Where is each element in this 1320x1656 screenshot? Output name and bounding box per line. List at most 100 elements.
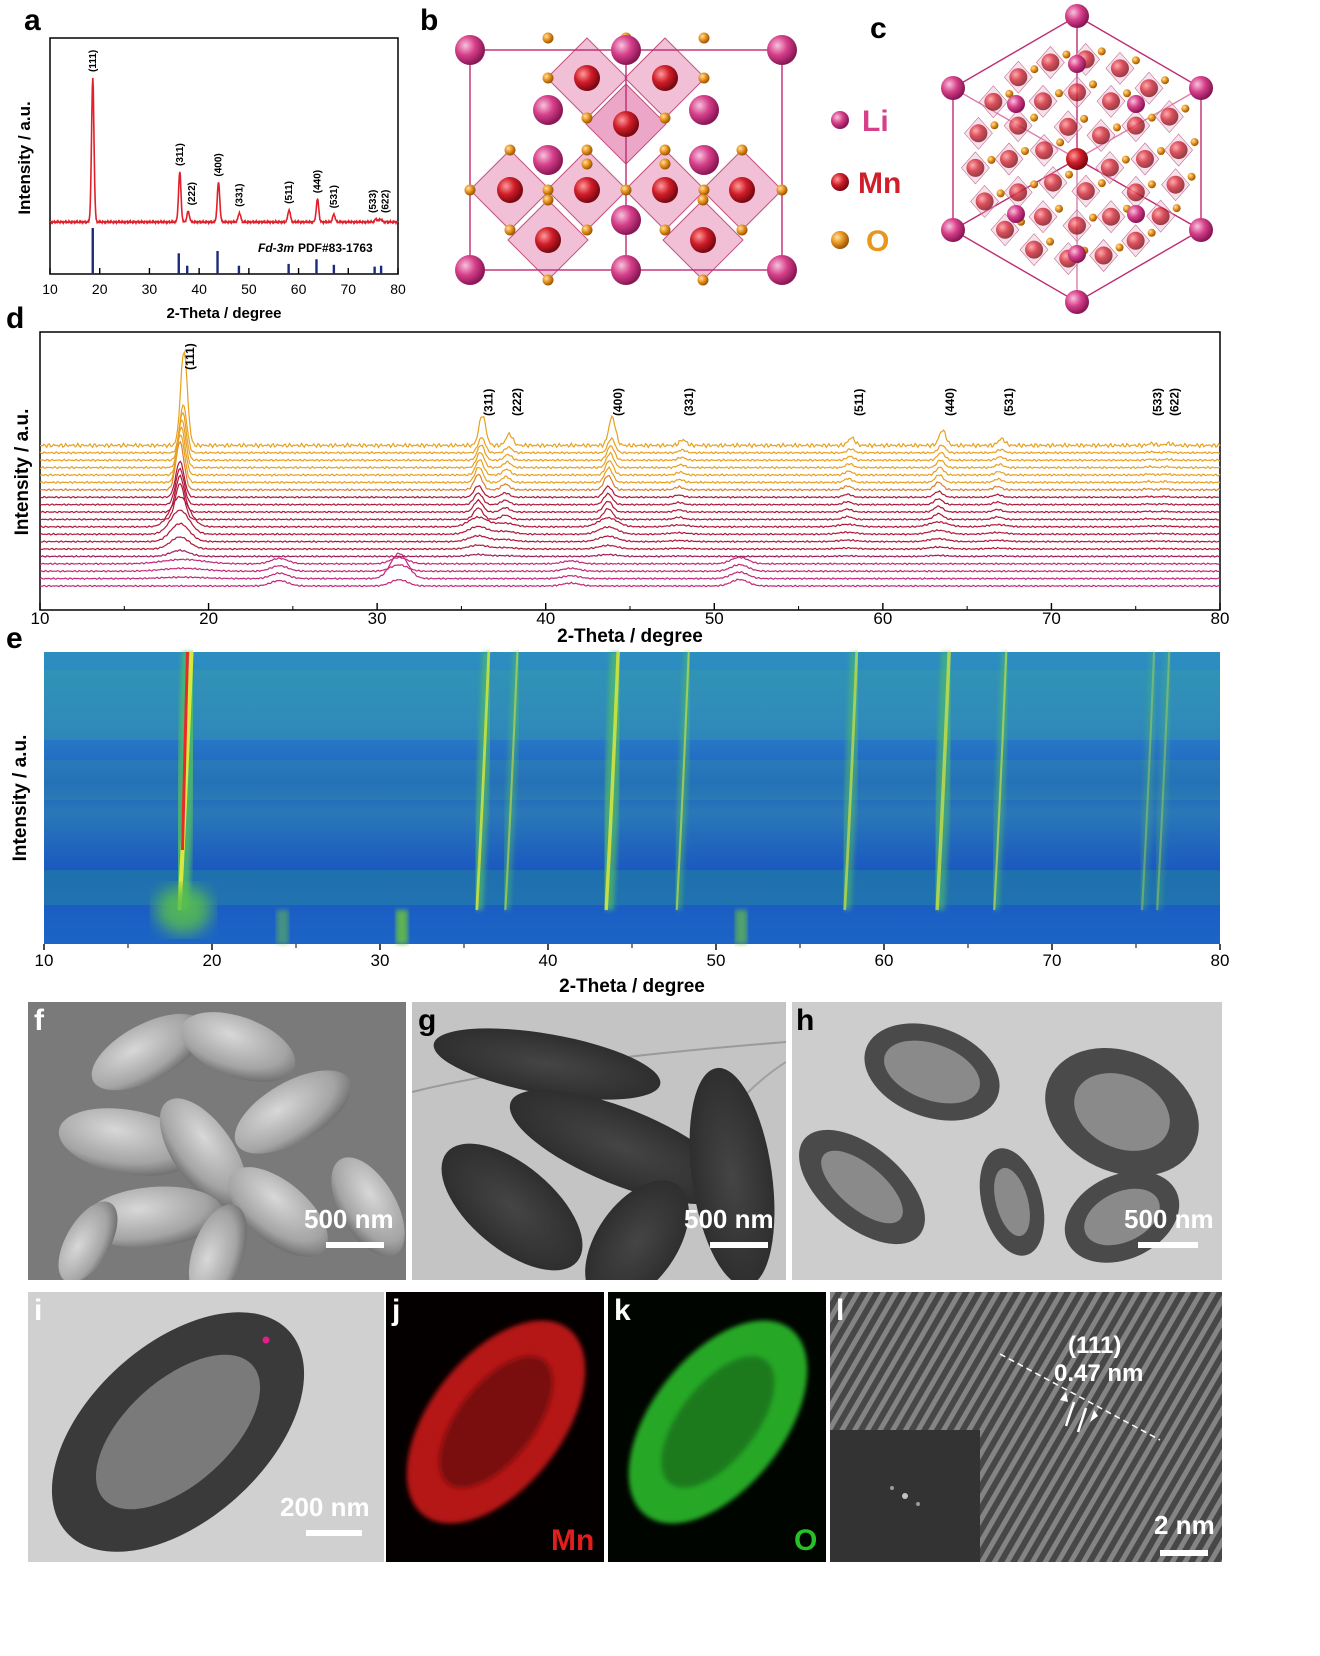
- heatmap-spot: [276, 910, 289, 944]
- o-atom: [698, 184, 710, 196]
- panel-label-c: c: [870, 12, 887, 45]
- x-axis-label-e: 2-Theta / degree: [559, 976, 705, 997]
- x-tick-label-e: 20: [203, 951, 222, 970]
- li-atom: [611, 255, 641, 285]
- x-tick-label-e: 70: [1043, 951, 1062, 970]
- legend-li: Li: [862, 105, 889, 138]
- xrd-trace-d: [40, 350, 1221, 449]
- xrd-trace-d: [39, 578, 1221, 588]
- mn-atom: [996, 220, 1015, 239]
- x-tick-label-a: 70: [340, 281, 356, 297]
- x-tick-label-a: 80: [390, 281, 406, 297]
- o-atom: [1030, 113, 1039, 122]
- heatmap-streak-core: [993, 651, 1008, 911]
- xrd-trace-d: [39, 522, 1221, 544]
- mn-atom: [1025, 240, 1044, 259]
- panel-label-k: k: [614, 1294, 631, 1327]
- heatmap-streak-core: [475, 651, 491, 911]
- o-atom: [542, 194, 554, 206]
- mn-atom: [690, 227, 716, 253]
- xrd-trace-d: [39, 556, 1221, 566]
- xrd-trace-d: [39, 474, 1221, 514]
- peak-label-d: (222): [510, 388, 524, 416]
- panel-label-l: l: [836, 1294, 845, 1327]
- mn-atom: [1034, 92, 1052, 111]
- mn-atom: [574, 177, 600, 203]
- heatmap-spot: [735, 910, 748, 944]
- li-atom: [533, 145, 563, 175]
- x-tick-label-d: 40: [536, 609, 555, 628]
- mn-atom: [1041, 53, 1060, 72]
- o-atom: [736, 144, 748, 156]
- o-atom: [581, 224, 593, 236]
- x-tick-label-d: 30: [368, 609, 387, 628]
- scalebar-label-g: 500 nm: [684, 1204, 774, 1234]
- xrd-trace-d: [39, 440, 1221, 492]
- x-tick-label-d: 50: [705, 609, 724, 628]
- peak-label-a: (622): [381, 190, 392, 213]
- mn-atom: [1102, 92, 1120, 111]
- o-atom: [1005, 89, 1014, 98]
- hrtem-plane: (111): [1068, 1332, 1122, 1359]
- peak-label-d: (531): [1002, 388, 1016, 416]
- mn-atom: [1139, 79, 1158, 98]
- peak-label-d: (331): [682, 388, 696, 416]
- tem-image-g: 500 nm: [412, 1002, 786, 1280]
- o-atom: [1062, 50, 1071, 59]
- li-atom: [533, 95, 563, 125]
- tem-image-i: 200 nm: [28, 1292, 384, 1562]
- li-atom: [1189, 218, 1213, 242]
- o-atom: [1131, 56, 1140, 65]
- o-atom: [1190, 138, 1199, 147]
- peak-label-a: (511): [284, 181, 295, 204]
- xrd-trace-d: [39, 552, 1221, 581]
- x-tick-label-a: 60: [291, 281, 307, 297]
- o-atom: [736, 224, 748, 236]
- xrd-trace-d: [39, 536, 1220, 551]
- o-atom: [504, 224, 516, 236]
- chart-d: (111) (311) (222) (400) (331) (511) (440) (531)…: [12, 331, 1230, 647]
- o-atom: [620, 184, 632, 196]
- mn-atom: [1009, 183, 1028, 202]
- li-atom: [767, 255, 797, 285]
- mn-atom: [1068, 83, 1086, 102]
- o-atom: [698, 32, 710, 44]
- mn-atom: [1160, 107, 1179, 126]
- o-atom: [581, 158, 593, 170]
- o-atom: [1089, 80, 1097, 89]
- peak-label-d: (622): [1167, 388, 1181, 416]
- mn-atom: [1126, 231, 1145, 250]
- o-atom: [1123, 89, 1131, 98]
- o-atom: [1046, 237, 1055, 246]
- mn-atom: [1166, 175, 1185, 194]
- o-atom: [542, 72, 554, 84]
- peak-label-a: (222): [187, 182, 198, 205]
- li-atom: [767, 35, 797, 65]
- mn-atom: [1044, 173, 1063, 192]
- heatmap-streak-core: [1141, 651, 1156, 911]
- mn-atom: [1091, 126, 1110, 145]
- mn-atom: [975, 192, 994, 211]
- mn-atom: [1110, 59, 1129, 78]
- mn-atom: [613, 111, 639, 137]
- mn-atom: [1151, 207, 1170, 226]
- panel-label-b: b: [420, 4, 439, 37]
- peak-label-d: (311): [481, 389, 495, 416]
- o-atom: [1055, 89, 1063, 98]
- x-tick-label-a: 50: [241, 281, 257, 297]
- xrd-trace-d: [39, 426, 1221, 477]
- li-atom: [941, 76, 965, 100]
- o-atom: [1089, 213, 1097, 222]
- o-atom: [1157, 147, 1165, 155]
- reference-label: Fd-3m PDF#83-1763: [258, 241, 373, 255]
- x-tick-label-d: 80: [1211, 609, 1230, 628]
- o-atom: [1181, 104, 1190, 113]
- li-atom: [455, 35, 485, 65]
- x-tick-label-e: 80: [1211, 951, 1230, 970]
- o-atom: [1030, 180, 1039, 189]
- chart-e: 10 20 30 40 50 60 70 80 2-Theta / degree Intens…: [10, 651, 1230, 997]
- x-tick-label-d: 20: [199, 609, 218, 628]
- o-atom: [1065, 170, 1074, 179]
- peak-label-a: (311): [175, 143, 186, 166]
- x-tick-label-e: 30: [371, 951, 390, 970]
